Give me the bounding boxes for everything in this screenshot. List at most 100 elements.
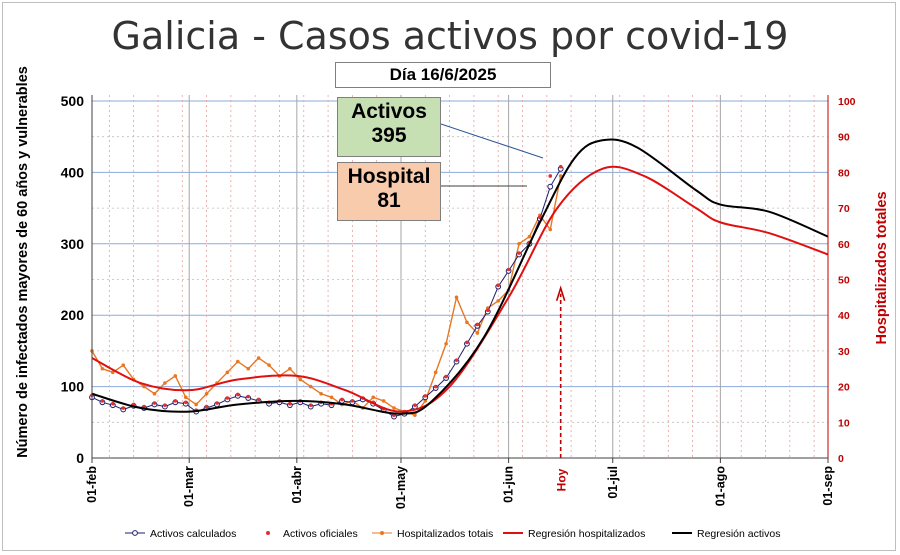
point-activos-oficiales bbox=[111, 401, 115, 406]
grid bbox=[91, 95, 829, 458]
point-activos-oficiales bbox=[433, 384, 438, 389]
point-hospitalizados-totais bbox=[194, 402, 198, 407]
y-axis-label: Número de infectados mayores de 60 años … bbox=[15, 66, 31, 458]
point-hospitalizados-totais bbox=[371, 395, 376, 400]
point-activos-oficiales bbox=[100, 399, 105, 403]
point-hospitalizados-totais bbox=[329, 395, 334, 400]
chart-title: Galicia - Casos activos por covid-19 bbox=[111, 14, 789, 58]
y-tick-label: 100 bbox=[61, 379, 85, 395]
point-hospitalizados-totais bbox=[142, 384, 146, 389]
point-activos-oficiales bbox=[340, 397, 344, 402]
point-hospitalizados-totais bbox=[152, 391, 157, 396]
point-hospitalizados-totais bbox=[558, 174, 563, 178]
y2-axis-label: Hospitalizados totales bbox=[874, 191, 890, 344]
point-hospitalizados-totais bbox=[413, 413, 417, 417]
point-hospitalizados-totais bbox=[517, 242, 521, 246]
y-tick-label: 300 bbox=[61, 236, 85, 252]
x-tick-label: 01-sep bbox=[821, 466, 835, 506]
point-hospitalizados-totais bbox=[444, 341, 448, 346]
point-activos-oficiales bbox=[454, 358, 459, 362]
point-activos-oficiales bbox=[204, 404, 209, 409]
y-tick-label: 0 bbox=[76, 450, 84, 466]
hospital-callout: Hospital 81 bbox=[337, 162, 441, 221]
point-activos-oficiales bbox=[183, 400, 188, 405]
x-tick-label: 01-ago bbox=[713, 466, 727, 507]
point-activos-oficiales bbox=[350, 399, 355, 403]
point-hospitalizados-totais bbox=[225, 370, 230, 375]
point-activos-oficiales bbox=[475, 322, 480, 327]
point-hospitalizados-totais bbox=[236, 359, 240, 364]
point-hospitalizados-totais bbox=[454, 295, 459, 300]
legend: Activos calculados Activos oficiales Hospi… bbox=[125, 528, 780, 540]
hospital-callout-label: Hospital bbox=[347, 165, 431, 188]
point-hospitalizados-totais bbox=[163, 381, 167, 385]
point-activos-oficiales bbox=[423, 394, 428, 398]
y-tick-label: 200 bbox=[61, 307, 85, 323]
legend-label: Activos oficiales bbox=[283, 528, 358, 540]
y2-tick-label: 100 bbox=[838, 96, 856, 108]
point-activos-oficiales bbox=[548, 174, 553, 178]
point-activos-calculados bbox=[547, 183, 554, 190]
point-activos-oficiales bbox=[558, 164, 563, 169]
point-hospitalizados-totais bbox=[298, 377, 303, 382]
y2-tick-label: 50 bbox=[838, 275, 850, 287]
y2-tick-label: 10 bbox=[838, 417, 850, 429]
x-tick-label: 01-jun bbox=[502, 466, 516, 503]
x-tick-label: 01-jul bbox=[606, 466, 620, 499]
active-callout: Activos 395 bbox=[337, 97, 441, 157]
point-hospitalizados-totais bbox=[548, 227, 553, 232]
point-hospitalizados-totais bbox=[319, 391, 323, 396]
point-activos-oficiales bbox=[506, 267, 511, 272]
point-activos-oficiales bbox=[225, 396, 230, 400]
y-tick-label: 500 bbox=[61, 93, 85, 109]
point-activos-oficiales bbox=[256, 397, 261, 402]
point-activos-oficiales bbox=[444, 374, 448, 379]
y2-tick-label: 60 bbox=[838, 239, 850, 251]
y2-tick-label: 20 bbox=[838, 382, 850, 394]
point-activos-oficiales bbox=[413, 403, 417, 407]
point-activos-oficiales bbox=[517, 251, 521, 255]
point-hospitalizados-totais bbox=[267, 363, 271, 367]
point-hospitalizados-totais bbox=[392, 406, 396, 410]
point-activos-oficiales bbox=[173, 399, 178, 403]
point-activos-oficiales bbox=[485, 308, 490, 313]
point-hospitalizados-totais bbox=[204, 391, 209, 396]
today-arrow-head bbox=[555, 285, 566, 302]
point-hospitalizados-totais bbox=[100, 366, 105, 371]
point-hospitalizados-totais bbox=[256, 356, 261, 360]
point-activos-oficiales bbox=[496, 283, 500, 288]
legend-label: Hospitalizados totais bbox=[397, 528, 493, 540]
series-hospitalizados-totais bbox=[91, 175, 562, 416]
point-activos-oficiales bbox=[163, 403, 167, 407]
active-callout-leader bbox=[440, 123, 544, 159]
legend-swatch-marker bbox=[266, 531, 270, 535]
point-hospitalizados-totais bbox=[465, 320, 469, 325]
axes: 0 100 200 300 400 500 0 10 20 30 40 50 60 70 80 90 100 01… bbox=[61, 93, 856, 509]
active-callout-label: Activos bbox=[351, 100, 427, 123]
x-tick-label: 01-feb bbox=[85, 466, 99, 503]
point-activos-oficiales bbox=[288, 401, 292, 406]
point-activos-oficiales bbox=[465, 340, 469, 345]
hospital-callout-value: 81 bbox=[377, 189, 401, 212]
y2-tick-label: 40 bbox=[838, 310, 850, 322]
x-tick-label: 01-abr bbox=[290, 466, 304, 504]
y2-tick-label: 0 bbox=[838, 453, 844, 465]
point-hospitalizados-totais bbox=[381, 399, 386, 403]
callout-leaders bbox=[440, 123, 544, 187]
point-hospitalizados-totais bbox=[527, 234, 532, 239]
point-activos-oficiales bbox=[215, 401, 219, 405]
legend-swatch-marker bbox=[132, 530, 138, 536]
point-hospitalizados-totais bbox=[121, 363, 126, 367]
series-layer bbox=[89, 138, 829, 458]
point-hospitalizados-totais bbox=[173, 374, 178, 378]
point-hospitalizados-totais bbox=[475, 331, 480, 335]
point-hospitalizados-totais bbox=[496, 299, 500, 303]
date-label: Día 16/6/2025 bbox=[335, 62, 551, 88]
y2-tick-label: 80 bbox=[838, 167, 850, 179]
y2-tick-label: 90 bbox=[838, 132, 850, 144]
x-tick-label: 01-may bbox=[394, 466, 408, 509]
x-tick-label: 01-mar bbox=[182, 466, 196, 507]
y2-tick-label: 70 bbox=[838, 203, 850, 215]
